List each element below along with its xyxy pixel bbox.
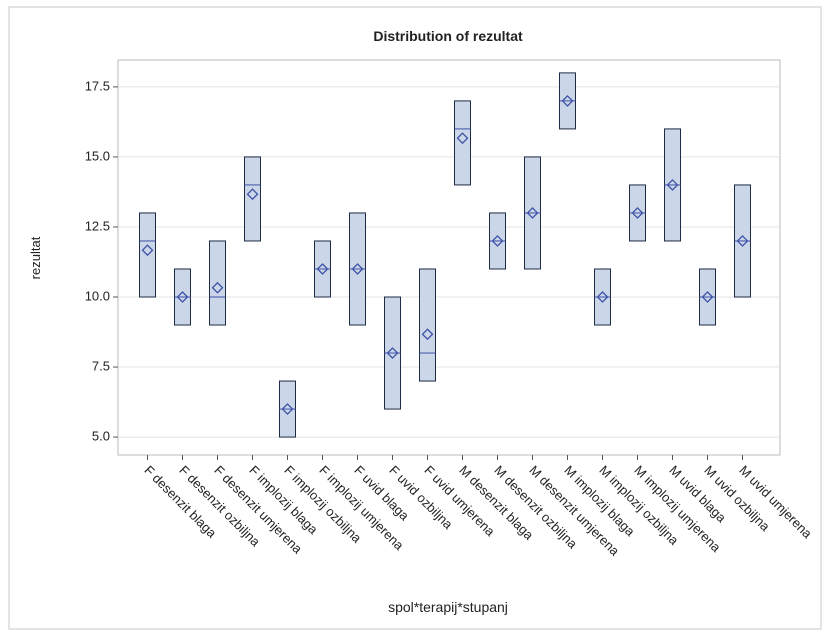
mean-marker (176, 291, 189, 303)
mean-marker (596, 291, 609, 303)
y-tick-label: 5.0 (92, 429, 110, 444)
y-axis-label: rezultat (28, 236, 43, 279)
mean-marker (421, 328, 434, 341)
y-tick-label: 17.5 (85, 78, 110, 93)
mean-marker (351, 263, 364, 275)
chart-title: Distribution of rezultat (373, 28, 523, 44)
mean-marker (491, 235, 504, 247)
mean-marker (736, 235, 749, 247)
mean-marker (316, 263, 329, 275)
plot-border (117, 59, 781, 456)
y-tick-label: 10.0 (85, 288, 110, 303)
mean-marker (246, 188, 259, 201)
y-tick-label: 7.5 (92, 358, 110, 373)
mean-marker (386, 347, 399, 359)
mean-marker (456, 132, 469, 145)
mean-marker (631, 207, 644, 219)
y-tick-label: 12.5 (85, 218, 110, 233)
mean-marker (211, 281, 224, 294)
y-tick-label: 15.0 (85, 148, 110, 163)
frame (8, 6, 822, 630)
mean-marker (281, 403, 294, 415)
mean-marker (141, 244, 154, 257)
x-axis-label: spol*terapij*stupanj (388, 599, 508, 615)
mean-marker (526, 207, 539, 219)
mean-marker (666, 179, 679, 191)
mean-marker (561, 94, 574, 107)
box (419, 268, 436, 382)
mean-marker (701, 291, 714, 303)
